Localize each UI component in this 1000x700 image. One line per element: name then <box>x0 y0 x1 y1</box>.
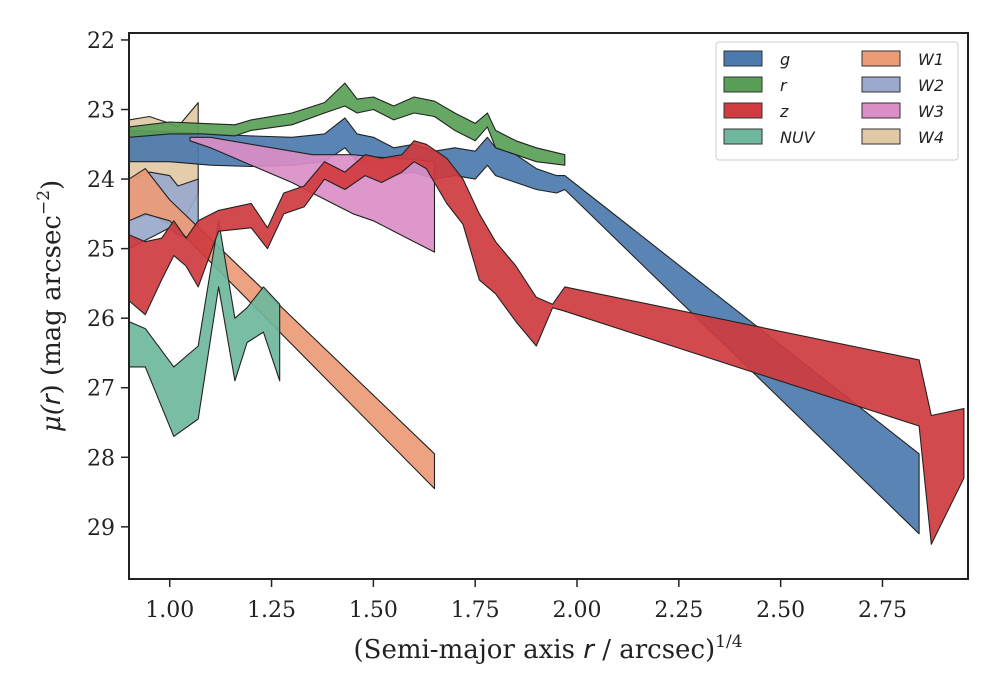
x-tick-label: 2.75 <box>858 598 907 623</box>
legend-swatch-w2 <box>861 76 901 93</box>
legend-swatch-nuv <box>723 128 763 145</box>
x-tick-label: 1.25 <box>247 598 296 623</box>
x-tick-label: 1.00 <box>145 598 194 623</box>
legend-swatch-w3 <box>861 102 901 119</box>
y-tick-label: 29 <box>87 516 115 541</box>
y-tick-label: 22 <box>87 29 115 54</box>
series-band-r <box>129 82 566 166</box>
legend-label-r: r <box>780 76 788 95</box>
y-tick-label: 26 <box>87 307 115 332</box>
x-tick-label: 1.75 <box>451 598 500 623</box>
series-layer <box>129 82 965 545</box>
legend-swatch-w4 <box>861 128 901 145</box>
legend-label-nuv: NUV <box>780 128 816 147</box>
y-tick-label: 28 <box>87 446 115 471</box>
x-tick-label: 2.50 <box>756 598 805 623</box>
legend-label-w3: W3 <box>918 102 944 121</box>
y-tick-label: 23 <box>87 99 115 124</box>
y-tick-label: 25 <box>87 238 115 263</box>
plot-frame <box>128 32 969 580</box>
y-tick-label: 27 <box>87 377 115 402</box>
legend-label-g: g <box>780 50 790 69</box>
legend: grz NUV W1 W2 W3 W4 <box>715 41 959 161</box>
series-band-z <box>129 140 965 545</box>
legend-swatch-w1 <box>861 50 901 67</box>
x-tick-label: 1.50 <box>349 598 398 623</box>
legend-swatch-g <box>723 50 763 67</box>
x-axis-ticks: 1.00 1.25 1.50 1.75 2.00 2.25 2.50 2.75 <box>145 579 907 623</box>
y-axis-ticks: 22 23 24 25 26 27 28 29 <box>87 29 129 541</box>
y-tick-label: 24 <box>87 168 115 193</box>
legend-label-w2: W2 <box>918 76 944 95</box>
legend-label-w1: W1 <box>918 50 944 69</box>
legend-label-w4: W4 <box>918 128 944 147</box>
legend-swatch-z <box>723 102 763 119</box>
x-tick-label: 2.25 <box>654 598 703 623</box>
x-tick-label: 2.00 <box>553 598 602 623</box>
legend-swatch-r <box>723 76 763 93</box>
legend-label-z: z <box>779 102 789 121</box>
series-band-nuv <box>129 220 281 437</box>
y-axis-label: μ(r) (mag arcsec−2) <box>34 180 67 432</box>
series-band-g <box>129 117 920 535</box>
x-axis-label: (Semi-major axis r / arcsec)1/4 <box>353 632 742 665</box>
